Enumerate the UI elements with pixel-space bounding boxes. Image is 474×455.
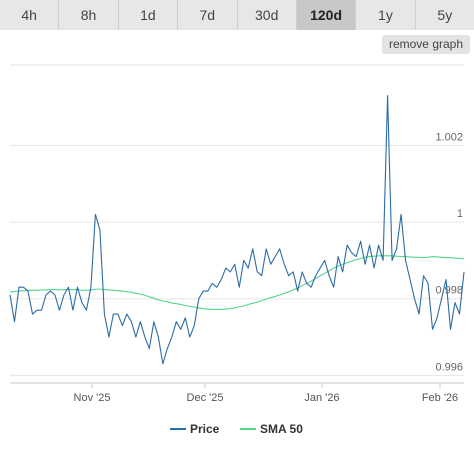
tab-4h[interactable]: 4h [0, 0, 60, 30]
tab-1d[interactable]: 1d [118, 0, 179, 30]
y-tick-label: 0.996 [435, 361, 463, 373]
tab-7d[interactable]: 7d [178, 0, 238, 30]
sma50-series-line [9, 255, 465, 310]
y-tick-label: 0.998 [435, 285, 463, 297]
x-tick-label: Feb '26 [422, 392, 458, 404]
x-tick-label: Nov '25 [74, 392, 111, 404]
tab-1y[interactable]: 1y [356, 0, 416, 30]
tab-30d[interactable]: 30d [237, 0, 297, 30]
tab-8h[interactable]: 8h [59, 0, 119, 30]
remove-graph-button[interactable]: remove graph [382, 35, 470, 54]
legend-item-sma50[interactable]: SMA 50 [260, 422, 303, 436]
tab-120d[interactable]: 120d [296, 0, 357, 30]
range-tabs: 4h 8h 1d 7d 30d 120d 1y 5y [0, 0, 474, 30]
tab-5y[interactable]: 5y [415, 0, 474, 30]
price-series-line [9, 95, 465, 365]
y-tick-label: 1 [457, 208, 463, 220]
x-tick-label: Dec '25 [187, 392, 224, 404]
legend-item-price[interactable]: Price [190, 422, 220, 436]
y-tick-label: 1.002 [435, 131, 463, 143]
x-tick-label: Jan '26 [304, 392, 339, 404]
